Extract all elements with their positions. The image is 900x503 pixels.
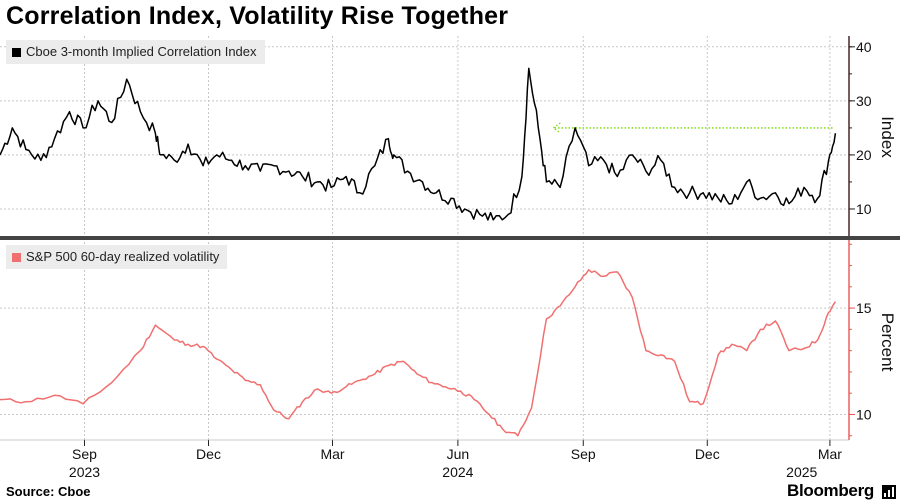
top-y-tick-label: 40	[856, 39, 872, 55]
x-tick-label: Jun	[447, 446, 470, 462]
x-year-label: 2023	[69, 464, 100, 480]
source-note: Source: Cboe	[6, 484, 91, 499]
x-tick-label: Mar	[818, 446, 842, 462]
top-y-ticks: 10 20 30 40	[849, 39, 872, 217]
legend-label-correlation: Cboe 3-month Implied Correlation Index	[26, 44, 257, 59]
bottom-gridlines	[0, 242, 849, 440]
top-gridlines	[0, 36, 849, 236]
legend-correlation: Cboe 3-month Implied Correlation Index	[6, 40, 265, 64]
chart-title: Correlation Index, Volatility Rise Toget…	[6, 2, 509, 30]
brand-logo: Bloomberg	[786, 481, 874, 500]
volatility-series-line	[0, 269, 837, 437]
x-year-label: 2025	[786, 464, 817, 480]
legend-volatility: S&P 500 60-day realized volatility	[6, 245, 228, 269]
annotation-arrow-head	[552, 122, 561, 134]
bloomberg-bars-icon	[882, 485, 896, 499]
top-y-axis-label: Index	[878, 116, 897, 158]
correlation-series-line	[0, 67, 837, 221]
x-tick-label: Dec	[196, 446, 221, 462]
bottom-y-tick-label: 10	[856, 406, 872, 422]
bottom-y-ticks: 10 15	[849, 243, 872, 437]
legend-label-volatility: S&P 500 60-day realized volatility	[26, 249, 220, 264]
bottom-y-axis-label: Percent	[878, 313, 897, 372]
legend-swatch-correlation	[12, 48, 21, 57]
top-y-tick-label: 30	[856, 93, 872, 109]
x-year-label: 2024	[442, 464, 473, 480]
top-y-tick-label: 10	[856, 201, 872, 217]
bottom-y-tick-label: 15	[856, 300, 872, 316]
x-axis-ticks: Sep Dec Mar Jun Sep Dec Mar 2023 2024 2025	[0, 439, 849, 480]
x-tick-label: Dec	[695, 446, 720, 462]
legend-swatch-volatility	[12, 253, 21, 262]
x-tick-label: Sep	[571, 446, 596, 462]
x-tick-label: Mar	[320, 446, 344, 462]
x-tick-label: Sep	[72, 446, 97, 462]
top-y-tick-label: 20	[856, 147, 872, 163]
